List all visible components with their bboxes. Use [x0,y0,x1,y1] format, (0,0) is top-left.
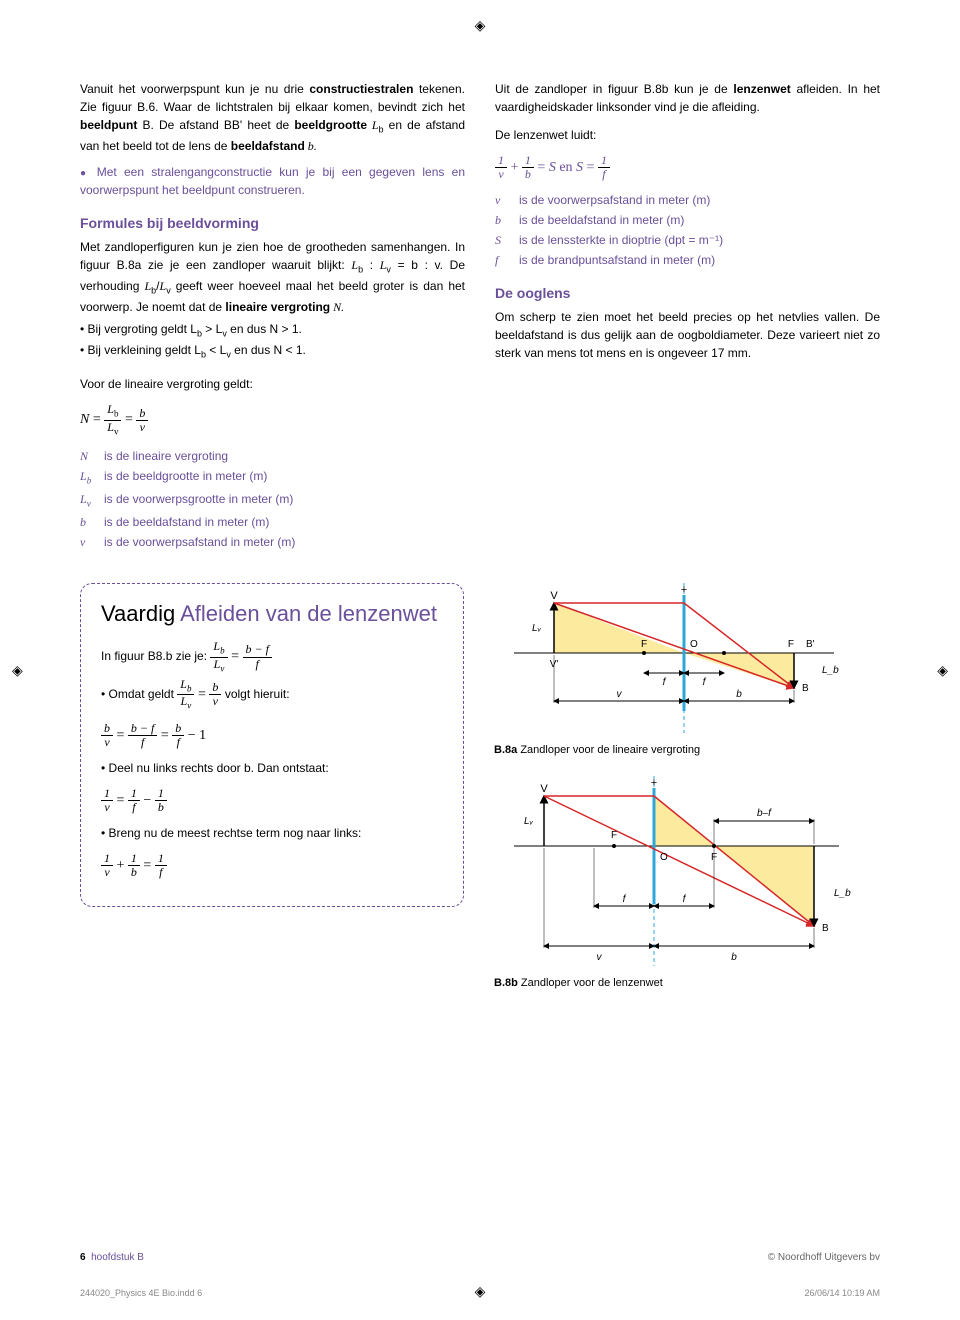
svg-text:f: f [703,677,707,688]
skill-title: Vaardig Afleiden van de lenzenwet [101,600,443,629]
svg-text:L_b: L_b [822,665,839,676]
svg-text:V: V [550,590,558,602]
heading-ooglens: De ooglens [495,283,880,304]
crop-mark-bottom: ◈ [475,1281,486,1302]
diagrams-column: + V V' Lᵥ F F O B' B L_b [494,583,880,1010]
svg-text:v: v [617,689,623,700]
svg-text:f: f [623,894,627,905]
svg-text:f: f [683,894,687,905]
svg-text:Lᵥ: Lᵥ [524,816,534,827]
diagram-B8b-wrap: + V Lᵥ F F O B L_b [494,776,880,992]
two-column-text: Vanuit het voorwerpspunt kun je nu drie … [80,80,880,553]
keypoint: Met een stralengangconstructie kun je bi… [80,163,465,199]
svg-text:B: B [802,683,809,694]
left-p2: Met zandloperfiguren kun je zien hoe de … [80,238,465,316]
formula-N: N = LbLv = bv [80,403,465,437]
svg-text:F: F [641,639,647,650]
svg-text:b: b [736,689,742,700]
copyright: © Noordhoff Uitgevers bv [768,1250,880,1265]
left-p1: Vanuit het voorwerpspunt kun je nu drie … [80,80,465,155]
right-p3: Om scherp te zien moet het beeld precies… [495,308,880,362]
svg-text:b–f: b–f [757,808,772,819]
bottom-area: Vaardig Afleiden van de lenzenwet In fig… [80,583,880,1010]
left-column: Vanuit het voorwerpspunt kun je nu drie … [80,80,465,553]
diagram-B8a: + V V' Lᵥ F F O B' B L_b [494,583,854,733]
svg-text:+: + [681,584,687,596]
heading-formules: Formules bij beeldvorming [80,213,465,234]
varlist-N: Nis de lineaire vergroting Lbis de beeld… [80,447,465,551]
svg-text:O: O [660,852,668,863]
page-footer: 6 hoofdstuk B © Noordhoff Uitgevers bv [80,1250,880,1265]
diagram-B8b: + V Lᵥ F F O B L_b [494,776,854,966]
svg-text:F: F [788,639,794,650]
caption-B8a: B.8a Zandloper voor de lineaire vergroti… [494,742,880,759]
right-p1: Uit de zandloper in figuur B.8b kun je d… [495,80,880,116]
svg-text:+: + [651,777,657,789]
varlist-lenzenwet: vis de voorwerpsafstand in meter (m) bis… [495,191,880,269]
svg-text:B: B [822,923,829,934]
caption-B8b: B.8b Zandloper voor de lenzenwet [494,975,880,992]
skill-line1: In figuur B8.b zie je: LbLv = b − ff [101,640,443,674]
crop-mark-left: ◈ [12,660,23,681]
svg-text:V: V [540,783,548,795]
svg-text:v: v [597,952,603,963]
svg-text:b: b [731,952,737,963]
skill-box: Vaardig Afleiden van de lenzenwet In fig… [80,583,464,907]
skill-bullets: Omdat geldt LbLv = bv volgt hieruit: bv … [101,678,443,880]
formula-lenzenwet: 1v + 1b = S en S = 1f [495,154,880,181]
svg-text:F: F [611,830,617,841]
svg-text:B': B' [806,639,815,650]
svg-text:f: f [663,677,667,688]
svg-text:Lᵥ: Lᵥ [532,623,542,634]
right-column: Uit de zandloper in figuur B.8b kun je d… [495,80,880,553]
left-p3: Voor de lineaire vergroting geldt: [80,375,465,393]
right-p2: De lenzenwet luidt: [495,126,880,144]
svg-text:L_b: L_b [834,888,851,899]
diagram-B8a-wrap: + V V' Lᵥ F F O B' B L_b [494,583,880,759]
crop-mark-right: ◈ [937,660,948,681]
svg-text:O: O [690,639,698,650]
crop-mark-top: ◈ [475,15,486,36]
bullets-vergroting: Bij vergroting geldt Lb > Lv en dus N > … [80,320,465,362]
